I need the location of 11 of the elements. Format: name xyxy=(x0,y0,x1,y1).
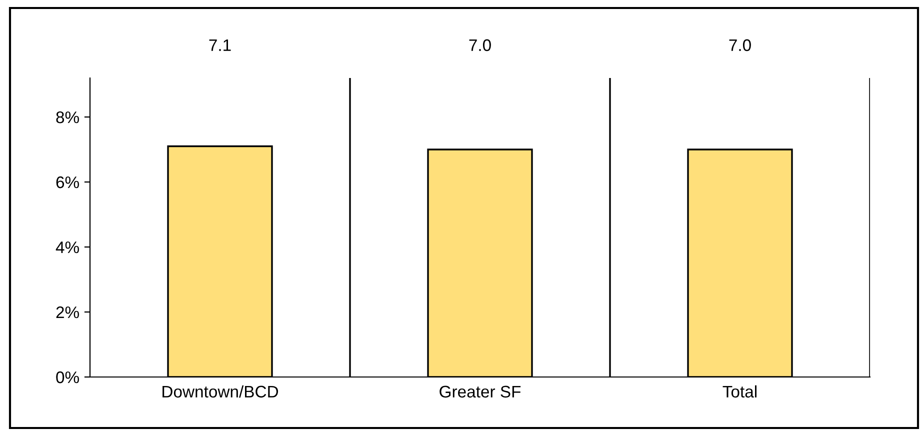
y-tick-label: 8% xyxy=(56,111,79,124)
data-label: 7.1 xyxy=(209,39,231,51)
y-tick-label: 4% xyxy=(56,241,79,254)
data-label: 7.0 xyxy=(729,39,751,52)
x-tick-label: Greater SF xyxy=(440,386,521,398)
data-label: 7.0 xyxy=(469,39,491,52)
x-tick-label: Total xyxy=(722,385,756,398)
y-tick-label: 6% xyxy=(56,176,79,188)
x-tick-label: Downtown/BCD xyxy=(162,385,278,398)
y-tick-label: 0% xyxy=(56,371,79,384)
y-tick-label: 2% xyxy=(56,306,79,318)
